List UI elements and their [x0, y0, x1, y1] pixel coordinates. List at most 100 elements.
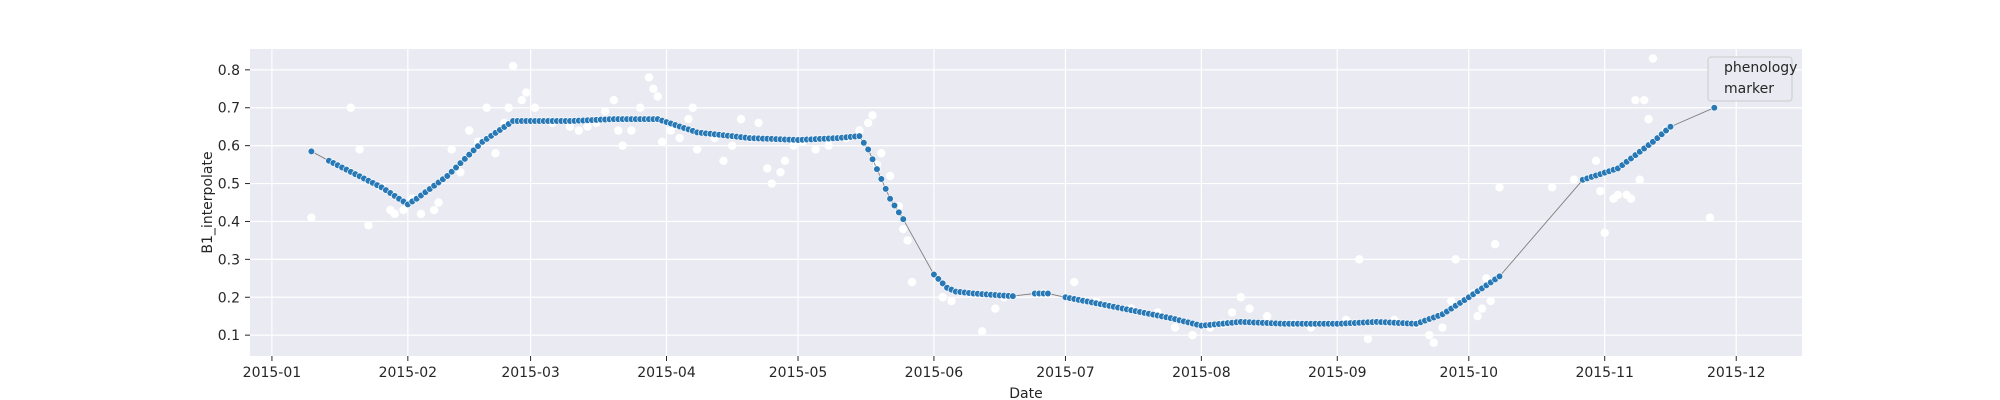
raw-point: [1227, 308, 1237, 317]
raw-point: [307, 213, 316, 222]
raw-point: [491, 149, 500, 158]
raw-point: [1648, 54, 1658, 63]
raw-point: [684, 114, 693, 124]
phenology-point: [452, 163, 460, 172]
raw-point: [1245, 304, 1254, 313]
raw-point: [666, 126, 676, 135]
raw-point: [1170, 323, 1180, 332]
raw-point: [399, 205, 408, 215]
plot-area: [250, 49, 1802, 356]
raw-point: [465, 126, 474, 135]
raw-point: [675, 133, 684, 143]
y-tick-label: 0.1: [218, 328, 240, 344]
x-tick-label: 2015-02: [379, 365, 438, 381]
x-tick-label: 2015-10: [1440, 365, 1499, 381]
phenology-point: [855, 132, 864, 140]
x-tick-label: 2015-05: [769, 365, 828, 381]
raw-point: [885, 171, 895, 181]
x-tick-label: 2015-12: [1707, 365, 1766, 381]
raw-point: [447, 145, 456, 154]
raw-point: [907, 277, 917, 287]
raw-point: [899, 224, 908, 234]
raw-point: [1262, 312, 1272, 321]
raw-point: [1705, 213, 1715, 222]
raw-point: [364, 221, 373, 230]
phenology-point: [939, 279, 947, 287]
raw-point: [429, 205, 439, 215]
phenology-point: [882, 185, 890, 193]
x-tick-label: 2015-09: [1308, 365, 1367, 381]
phenology-point: [934, 275, 942, 283]
raw-point: [776, 167, 785, 177]
phenology-point: [443, 172, 451, 180]
phenology-point: [890, 201, 899, 210]
raw-point: [903, 236, 912, 245]
raw-point: [719, 156, 728, 166]
phenology-point: [461, 155, 469, 163]
y-tick-label: 0.2: [218, 290, 240, 306]
raw-point: [1600, 228, 1609, 238]
raw-point: [1626, 194, 1636, 203]
raw-point: [1363, 334, 1373, 344]
raw-point: [1354, 255, 1364, 264]
raw-point: [635, 103, 645, 112]
raw-point: [754, 118, 763, 128]
x-axis-ticks: 2015-01 2015-02 2015-03 2015-04 2015-05 2015-…: [243, 356, 1766, 381]
raw-point: [977, 327, 987, 336]
raw-point: [1477, 304, 1487, 313]
raw-point: [565, 122, 575, 131]
legend-entry-marker: marker: [1724, 81, 1774, 97]
y-tick-label: 0.6: [218, 139, 240, 155]
raw-point: [1429, 338, 1438, 347]
raw-point: [649, 84, 658, 93]
phenology-point: [886, 195, 894, 203]
raw-point: [618, 141, 627, 150]
raw-point: [947, 296, 956, 306]
y-tick-label: 0.3: [218, 252, 240, 268]
phenology-point: [1666, 123, 1675, 131]
raw-point: [728, 141, 737, 150]
raw-point: [688, 103, 698, 112]
phenology-point: [1044, 289, 1052, 298]
phenology-point: [860, 139, 868, 147]
raw-point: [355, 145, 364, 154]
raw-point: [482, 103, 491, 112]
raw-point: [522, 88, 531, 97]
phenology-point: [474, 142, 482, 150]
legend-box: [1707, 56, 1793, 102]
raw-point: [1591, 156, 1601, 166]
phenology-point: [1710, 104, 1718, 112]
raw-point: [877, 149, 886, 158]
raw-point: [1639, 95, 1649, 105]
raw-point: [627, 126, 636, 135]
x-tick-label: 2015-04: [637, 365, 696, 381]
legend-entry-phenology: phenology: [1724, 60, 1797, 76]
phenology-points: [307, 104, 1718, 330]
y-tick-label: 0.7: [218, 101, 240, 117]
raw-point: [1486, 296, 1495, 306]
raw-point: [609, 95, 619, 105]
raw-point: [517, 95, 527, 105]
phenology-point: [1009, 292, 1017, 300]
legend: phenology marker: [1707, 56, 1797, 102]
phenology-point: [873, 165, 881, 173]
raw-point: [991, 304, 1000, 313]
raw-point: [767, 179, 776, 188]
raw-point: [1451, 255, 1460, 264]
raw-point: [780, 156, 790, 166]
phenology-point: [465, 151, 473, 159]
y-axis-ticks: 0.1 0.2 0.3 0.4 0.5 0.6 0.7 0.8: [218, 63, 250, 344]
phenology-point: [456, 159, 465, 167]
raw-point: [789, 141, 798, 150]
raw-point: [763, 164, 772, 173]
raw-point: [1188, 330, 1197, 340]
x-tick-label: 2015-07: [1036, 365, 1095, 381]
raw-point: [390, 209, 399, 219]
raw-point: [653, 92, 662, 101]
raw-point: [1596, 186, 1605, 196]
y-axis-label: B1_interpolate: [200, 151, 216, 253]
phenology-point: [930, 270, 938, 279]
phenology-point: [864, 145, 872, 154]
raw-point: [657, 137, 667, 147]
phenology-point: [868, 155, 877, 163]
